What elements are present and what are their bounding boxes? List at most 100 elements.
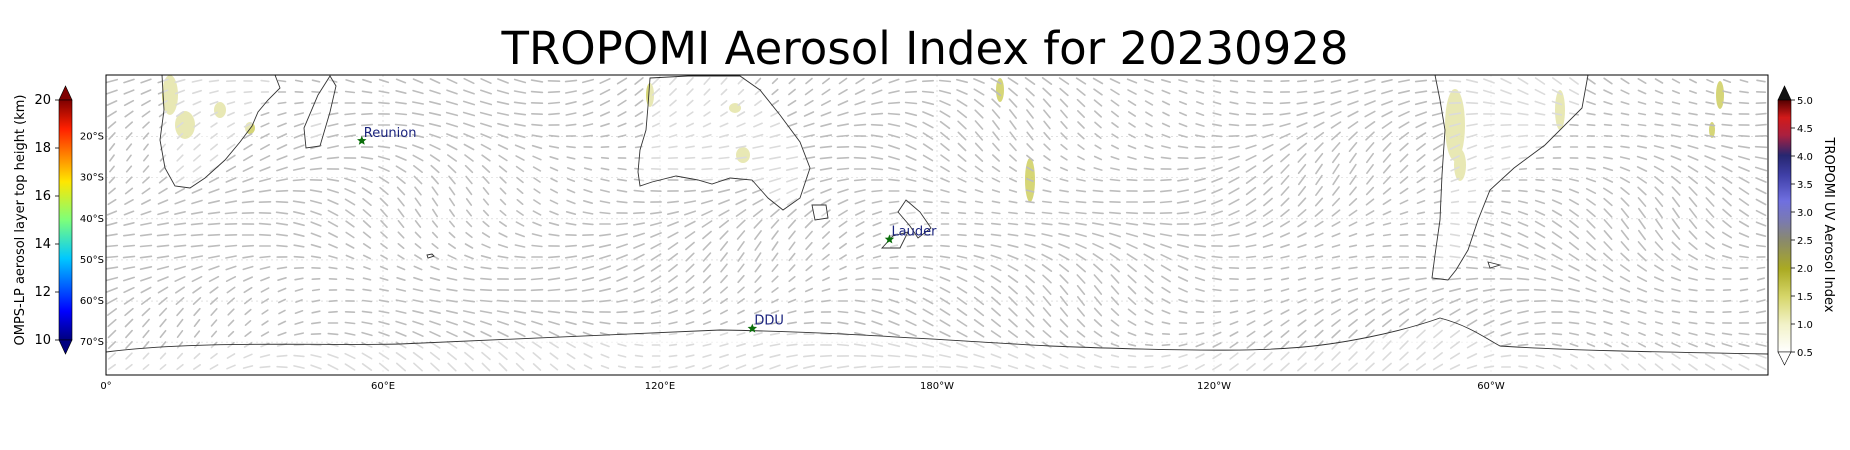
wind-arrow — [190, 244, 204, 248]
wind-arrow — [1060, 109, 1068, 119]
wind-arrow — [1416, 154, 1426, 162]
wind-arrow — [1416, 244, 1426, 248]
wind-arrow — [1755, 321, 1767, 325]
wind-arrow — [1466, 298, 1478, 304]
wind-arrow — [1331, 232, 1341, 238]
wind-arrow — [819, 145, 833, 149]
wind-arrow — [685, 354, 695, 358]
wind-arrow — [243, 276, 253, 282]
wind-arrow — [156, 265, 170, 271]
wind-arrow — [771, 298, 779, 304]
wind-arrow — [311, 90, 321, 94]
wind-arrow — [668, 134, 678, 138]
wind-arrow — [343, 167, 357, 171]
wind-arrow — [616, 77, 628, 85]
wind-arrow — [1381, 298, 1393, 304]
wind-arrow — [634, 111, 644, 117]
wind-arrow — [1125, 232, 1139, 238]
wind-arrow — [1517, 210, 1529, 216]
wind-arrow — [1654, 176, 1664, 184]
wind-arrow — [1108, 222, 1122, 226]
wind-arrow — [1144, 297, 1154, 305]
wind-arrow — [445, 122, 459, 128]
wind-arrow — [1159, 200, 1173, 204]
wind-arrow — [1331, 351, 1341, 361]
wind-arrow — [956, 319, 968, 327]
wind-arrow — [836, 167, 850, 171]
wind-arrow — [362, 254, 372, 260]
wind-arrow — [1518, 200, 1528, 204]
wind-arrow — [871, 200, 883, 204]
wind-arrow — [1093, 178, 1103, 182]
wind-arrow — [226, 154, 236, 162]
wind-arrow — [1670, 165, 1682, 173]
wind-arrow — [1297, 288, 1307, 292]
wind-arrow — [566, 341, 576, 349]
wind-arrow — [345, 231, 355, 239]
wind-arrow — [1654, 252, 1664, 262]
wind-arrow — [1603, 187, 1613, 195]
wind-arrow — [1688, 230, 1698, 240]
wind-arrow — [768, 167, 782, 171]
wind-arrow — [1465, 112, 1479, 116]
wind-arrow — [1297, 298, 1307, 304]
wind-arrow — [225, 265, 237, 271]
wind-arrow — [514, 232, 526, 238]
wind-arrow — [548, 222, 560, 226]
wind-arrow — [990, 254, 1002, 260]
wind-arrow — [1262, 220, 1274, 228]
wind-arrow — [871, 309, 883, 315]
wind-arrow — [754, 275, 762, 283]
wind-arrow — [887, 365, 901, 369]
wind-arrow — [598, 265, 612, 271]
wind-arrow — [1126, 78, 1138, 84]
wind-arrow — [788, 264, 796, 272]
wind-arrow — [1127, 144, 1137, 150]
wind-arrow — [1671, 241, 1681, 251]
wind-arrow — [1704, 165, 1716, 173]
wind-arrow — [1178, 298, 1188, 304]
wind-arrow — [1177, 167, 1189, 171]
wind-arrow — [822, 276, 830, 282]
wind-arrow — [735, 353, 747, 359]
wind-arrow — [1483, 134, 1495, 138]
wind-arrow — [140, 222, 152, 226]
wind-arrow — [1143, 156, 1155, 160]
wind-arrow — [1654, 310, 1664, 314]
wind-arrow — [243, 90, 253, 94]
wind-arrow — [1332, 174, 1340, 186]
wind-arrow — [1347, 100, 1359, 106]
wind-arrow — [1178, 332, 1188, 336]
wind-arrow — [1756, 299, 1766, 303]
wind-arrow — [1483, 255, 1495, 259]
wind-arrow — [531, 330, 543, 338]
wind-arrow — [1313, 79, 1325, 83]
wind-arrow — [1654, 352, 1664, 360]
wind-arrow — [1212, 79, 1222, 83]
wind-arrow — [632, 211, 646, 215]
wind-arrow — [1162, 111, 1170, 117]
wind-arrow — [802, 364, 816, 370]
wind-arrow — [616, 287, 628, 293]
wind-arrow — [1161, 100, 1171, 106]
wind-arrow — [685, 286, 695, 294]
wind-arrow — [1043, 131, 1051, 141]
wind-arrow — [1550, 288, 1564, 292]
wind-arrow — [513, 90, 527, 94]
wind-arrow — [208, 176, 220, 184]
wind-arrow — [1466, 308, 1478, 316]
wind-arrow — [1535, 364, 1545, 370]
wind-arrow — [991, 177, 1001, 183]
wind-arrow — [532, 363, 542, 371]
wind-arrow — [1517, 112, 1529, 116]
wind-arrow — [310, 243, 322, 249]
wind-arrow — [853, 365, 867, 369]
wind-arrow — [141, 99, 151, 107]
wind-arrow — [1093, 167, 1103, 171]
wind-arrow — [1008, 296, 1018, 306]
wind-arrow — [515, 165, 525, 173]
wind-vectors — [106, 76, 1768, 372]
wind-arrow — [1195, 79, 1205, 83]
wind-arrow — [1161, 365, 1171, 369]
wind-arrow — [1399, 211, 1409, 215]
